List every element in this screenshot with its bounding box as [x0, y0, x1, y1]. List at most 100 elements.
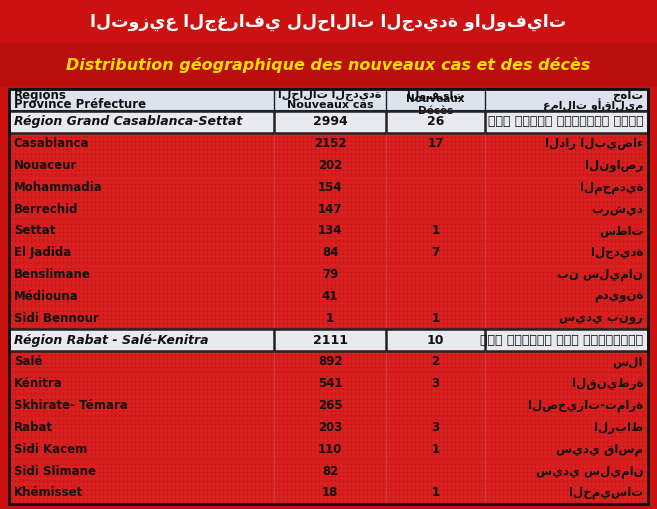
Point: [17, 198, 28, 206]
Point: [13, 286, 24, 294]
Point: [537, 420, 548, 429]
Point: [565, 271, 576, 279]
Point: [545, 389, 556, 397]
Point: [69, 399, 79, 407]
Point: [405, 389, 416, 397]
Point: [641, 210, 652, 218]
Point: [497, 279, 508, 288]
Point: [185, 149, 196, 157]
Point: [565, 410, 576, 418]
Point: [37, 494, 48, 502]
Point: [105, 198, 116, 206]
Point: [221, 279, 232, 288]
Point: [385, 297, 396, 305]
Point: [157, 246, 168, 254]
Point: [530, 394, 540, 403]
Point: [541, 246, 552, 254]
Point: [149, 180, 160, 188]
Point: [241, 145, 252, 153]
Point: [177, 355, 188, 363]
Point: [417, 311, 428, 319]
Point: [625, 171, 636, 179]
Point: [397, 275, 408, 284]
Point: [101, 289, 112, 297]
Point: [9, 399, 20, 407]
Point: [601, 145, 612, 153]
Point: [185, 145, 196, 153]
Point: [605, 271, 616, 279]
Point: [321, 149, 332, 157]
Point: [629, 158, 640, 166]
Point: [273, 389, 284, 397]
Point: [41, 476, 52, 484]
Point: [557, 210, 568, 218]
Point: [89, 403, 100, 411]
Point: [473, 180, 484, 188]
Point: [593, 232, 604, 240]
Point: [313, 385, 324, 393]
Point: [629, 210, 640, 218]
Point: [153, 319, 164, 327]
Point: [601, 377, 612, 385]
Point: [281, 220, 292, 228]
Point: [346, 268, 356, 276]
Point: [166, 202, 176, 210]
Point: [625, 416, 636, 425]
Point: [445, 399, 456, 407]
Point: [489, 158, 500, 166]
Point: [313, 286, 324, 294]
Point: [601, 192, 612, 201]
Point: [533, 246, 544, 254]
Point: [177, 232, 188, 240]
Point: [118, 446, 128, 455]
Point: [405, 355, 416, 363]
Point: [145, 250, 156, 258]
Point: [281, 171, 292, 179]
Point: [486, 442, 496, 450]
Point: [249, 271, 260, 279]
Point: [317, 279, 328, 288]
Point: [625, 420, 636, 429]
Point: [69, 450, 79, 458]
Point: [285, 438, 296, 446]
Point: [265, 162, 276, 171]
Point: [149, 228, 160, 236]
Point: [205, 498, 215, 506]
Point: [605, 416, 616, 425]
Point: [61, 145, 72, 153]
Point: [285, 494, 296, 502]
Point: [45, 166, 56, 175]
Point: [357, 389, 368, 397]
Point: [445, 268, 456, 276]
Point: [241, 450, 252, 458]
Point: [593, 154, 604, 162]
Point: [237, 158, 248, 166]
Point: [214, 210, 224, 218]
Point: [333, 214, 344, 222]
Point: [442, 198, 452, 206]
Point: [513, 438, 524, 446]
Point: [601, 297, 612, 305]
Point: [453, 373, 464, 381]
Point: [618, 210, 628, 218]
Point: [285, 450, 296, 458]
Point: [113, 416, 124, 425]
Point: [306, 420, 316, 429]
Point: [145, 438, 156, 446]
Point: [261, 253, 272, 262]
Point: [129, 442, 140, 450]
Point: [565, 171, 576, 179]
Point: [622, 450, 632, 458]
Point: [81, 490, 92, 498]
Point: [405, 214, 416, 222]
Point: [557, 162, 568, 171]
Point: [249, 202, 260, 210]
Point: [425, 158, 436, 166]
Point: [193, 220, 204, 228]
Point: [438, 301, 448, 309]
Point: [581, 420, 592, 429]
Point: [302, 464, 312, 472]
Point: [201, 381, 212, 389]
Point: [417, 494, 428, 502]
Point: [473, 184, 484, 192]
